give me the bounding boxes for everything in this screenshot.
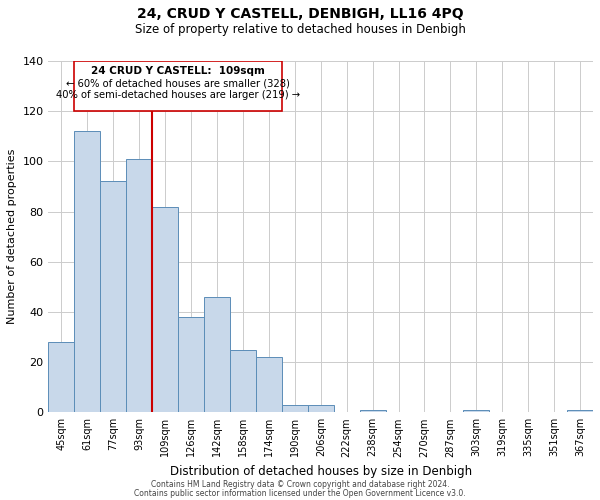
- Bar: [126, 159, 152, 412]
- Text: Size of property relative to detached houses in Denbigh: Size of property relative to detached ho…: [134, 22, 466, 36]
- Text: Contains HM Land Registry data © Crown copyright and database right 2024.: Contains HM Land Registry data © Crown c…: [151, 480, 449, 489]
- Y-axis label: Number of detached properties: Number of detached properties: [7, 149, 17, 324]
- Bar: [178, 317, 204, 412]
- Bar: [230, 350, 256, 412]
- Bar: [308, 405, 334, 412]
- X-axis label: Distribution of detached houses by size in Denbigh: Distribution of detached houses by size …: [170, 465, 472, 478]
- Bar: [256, 357, 282, 412]
- Text: 24, CRUD Y CASTELL, DENBIGH, LL16 4PQ: 24, CRUD Y CASTELL, DENBIGH, LL16 4PQ: [137, 8, 463, 22]
- Bar: [74, 131, 100, 412]
- Bar: [463, 410, 490, 412]
- Bar: [359, 410, 386, 412]
- Text: Contains public sector information licensed under the Open Government Licence v3: Contains public sector information licen…: [134, 488, 466, 498]
- Bar: [49, 342, 74, 412]
- Bar: [152, 206, 178, 412]
- Bar: [282, 405, 308, 412]
- Text: ← 60% of detached houses are smaller (328): ← 60% of detached houses are smaller (32…: [66, 78, 290, 88]
- Text: 40% of semi-detached houses are larger (219) →: 40% of semi-detached houses are larger (…: [56, 90, 300, 100]
- Text: 24 CRUD Y CASTELL:  109sqm: 24 CRUD Y CASTELL: 109sqm: [91, 66, 265, 76]
- Bar: [567, 410, 593, 412]
- Bar: [204, 297, 230, 412]
- FancyBboxPatch shape: [74, 61, 282, 111]
- Bar: [100, 182, 126, 412]
